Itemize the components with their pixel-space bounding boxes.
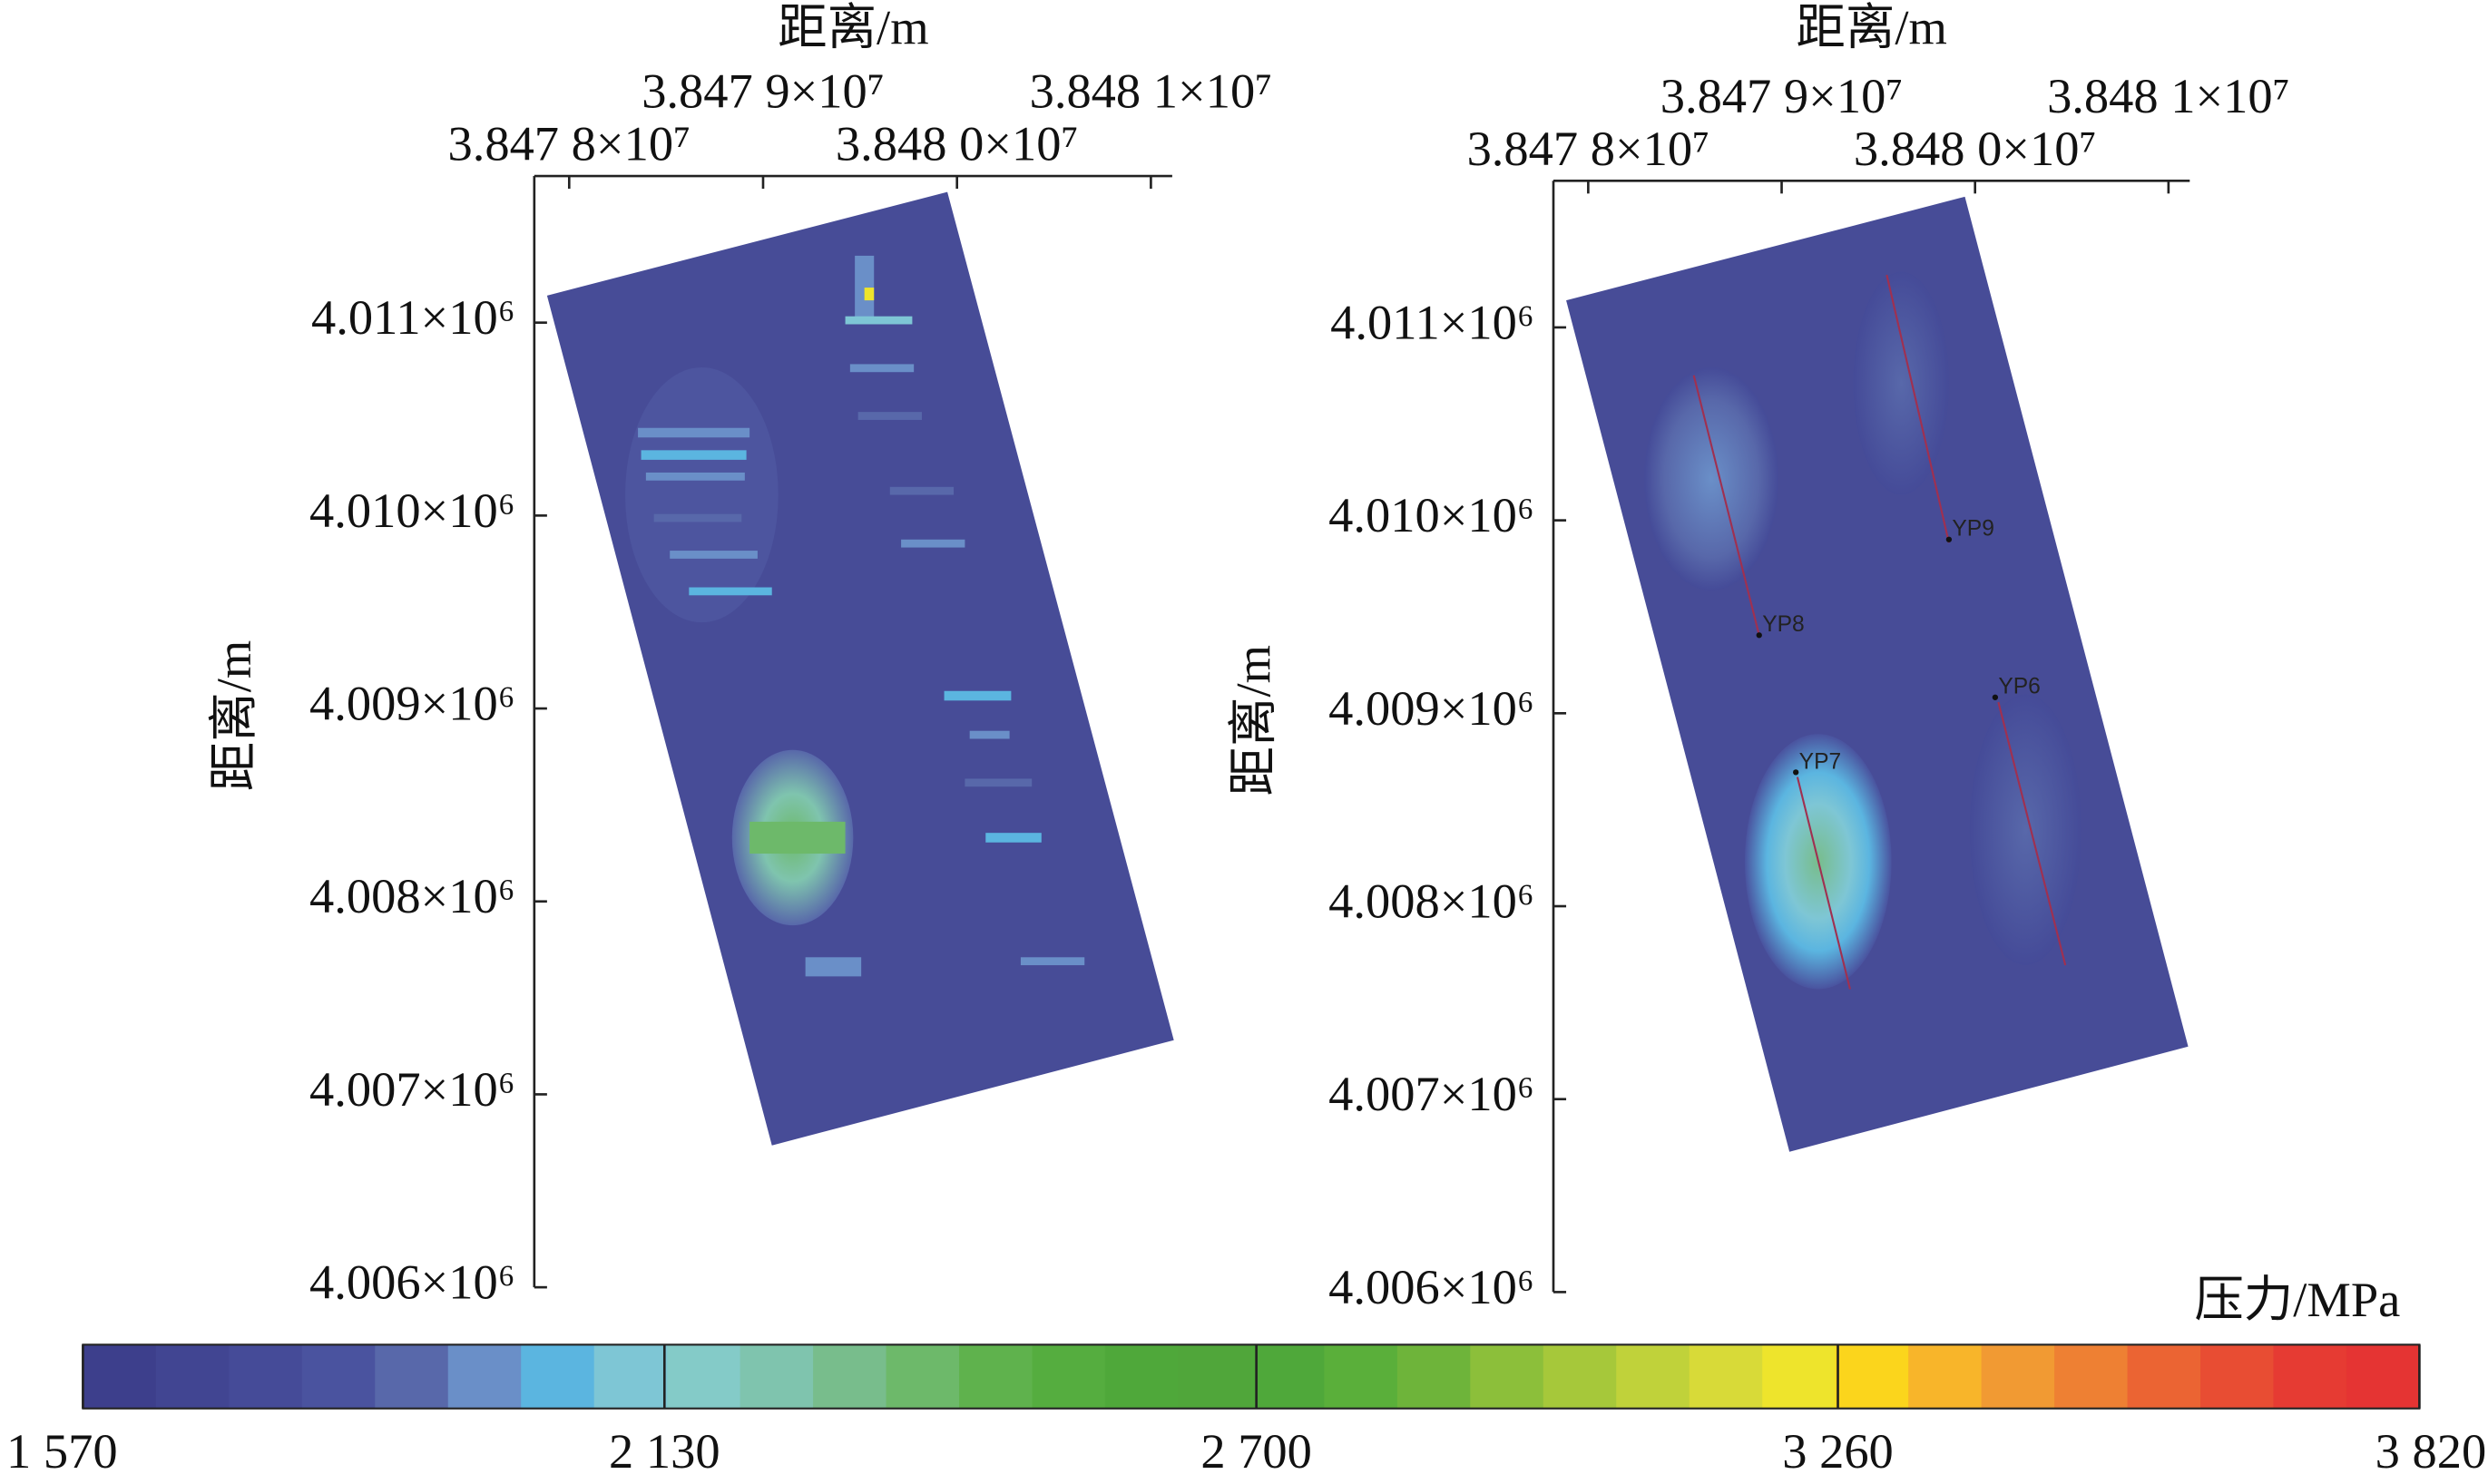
- colorbar-tick-label: 3 260: [1782, 1423, 1894, 1479]
- y-tick-label: 4.011×10⁶: [311, 289, 515, 345]
- color-swatch: [1908, 1344, 1983, 1409]
- color-swatch: [1762, 1344, 1837, 1409]
- color-swatch: [959, 1344, 1033, 1409]
- x-axis-label: 距离/m: [1796, 0, 1946, 54]
- color-swatch: [2273, 1344, 2347, 1409]
- y-tick-label: 4.009×10⁶: [1328, 680, 1534, 736]
- well-point: [1945, 536, 1953, 542]
- annotation: YP9: [1952, 517, 1994, 542]
- y-tick-label: 4.009×10⁶: [309, 676, 515, 731]
- color-swatch: [447, 1344, 523, 1409]
- well-point: [1992, 694, 1999, 700]
- y-tick-label: 4.010×10⁶: [1328, 487, 1534, 542]
- annotation: YP8: [1762, 612, 1805, 637]
- color-swatch: [375, 1344, 449, 1409]
- color-swatch: [1689, 1344, 1764, 1409]
- colorbar-tick-label: 1 570: [6, 1423, 118, 1479]
- colorbar-title: 压力/MPa: [2194, 1272, 2400, 1327]
- annotation: YP7: [1799, 749, 1842, 774]
- colorbar-tick-label: 3 820: [2375, 1423, 2487, 1479]
- color-swatch: [2200, 1344, 2275, 1409]
- color-swatch: [1981, 1344, 2055, 1409]
- x-tick-label: 3.848 0×10⁷: [836, 116, 1079, 171]
- color-swatch: [1250, 1344, 1326, 1409]
- y-tick-label: 4.008×10⁶: [309, 868, 515, 923]
- color-swatch: [813, 1344, 887, 1409]
- x-axis-label: 距离/m: [778, 0, 928, 54]
- color-swatch: [1470, 1344, 1544, 1409]
- x-tick-label: 3.848 0×10⁷: [1854, 121, 2097, 176]
- x-tick-label: 3.848 1×10⁷: [1030, 63, 1273, 119]
- y-axis-label: 距离/m: [206, 640, 261, 791]
- color-swatch: [2054, 1344, 2129, 1409]
- y-axis-label: 距离/m: [1225, 645, 1280, 796]
- y-tick-label: 4.007×10⁶: [309, 1061, 515, 1117]
- color-swatch: [155, 1344, 230, 1409]
- y-tick-label: 4.011×10⁶: [1330, 294, 1534, 349]
- pressure-field: [546, 191, 1174, 1146]
- y-tick-label: 4.006×10⁶: [309, 1255, 515, 1310]
- color-swatch: [1104, 1344, 1180, 1409]
- colorbar-tick-label: 2 700: [1200, 1423, 1312, 1479]
- color-swatch: [593, 1344, 669, 1409]
- x-tick-label: 3.847 9×10⁷: [1660, 68, 1904, 123]
- color-swatch: [1178, 1344, 1252, 1409]
- color-swatch: [521, 1344, 595, 1409]
- colorbar-tick-label: 2 130: [609, 1423, 720, 1479]
- color-swatch: [1835, 1344, 1910, 1409]
- color-swatch: [740, 1344, 814, 1409]
- color-swatch: [2127, 1344, 2201, 1409]
- color-swatch: [1396, 1344, 1472, 1409]
- color-swatch: [301, 1344, 377, 1409]
- y-tick-label: 4.007×10⁶: [1328, 1066, 1534, 1121]
- color-swatch: [886, 1344, 960, 1409]
- color-swatch: [1324, 1344, 1398, 1409]
- x-tick-label: 3.847 8×10⁷: [1467, 121, 1710, 176]
- color-swatch: [1543, 1344, 1618, 1409]
- pressure-field: [1566, 196, 2189, 1152]
- y-tick-label: 4.006×10⁶: [1328, 1259, 1534, 1314]
- color-swatch: [83, 1344, 157, 1409]
- y-tick-label: 4.008×10⁶: [1328, 874, 1534, 929]
- annotation: YP6: [1998, 675, 2041, 699]
- x-tick-label: 3.848 1×10⁷: [2047, 68, 2290, 123]
- color-swatch: [667, 1344, 741, 1409]
- color-swatch: [1032, 1344, 1106, 1409]
- well-point: [1792, 769, 1799, 776]
- color-swatch: [1616, 1344, 1690, 1409]
- well-point: [1756, 632, 1762, 639]
- color-swatch: [2346, 1344, 2421, 1409]
- y-tick-label: 4.010×10⁶: [309, 483, 515, 538]
- color-swatch: [229, 1344, 303, 1409]
- x-tick-label: 3.847 9×10⁷: [642, 63, 885, 119]
- x-tick-label: 3.847 8×10⁷: [447, 116, 691, 171]
